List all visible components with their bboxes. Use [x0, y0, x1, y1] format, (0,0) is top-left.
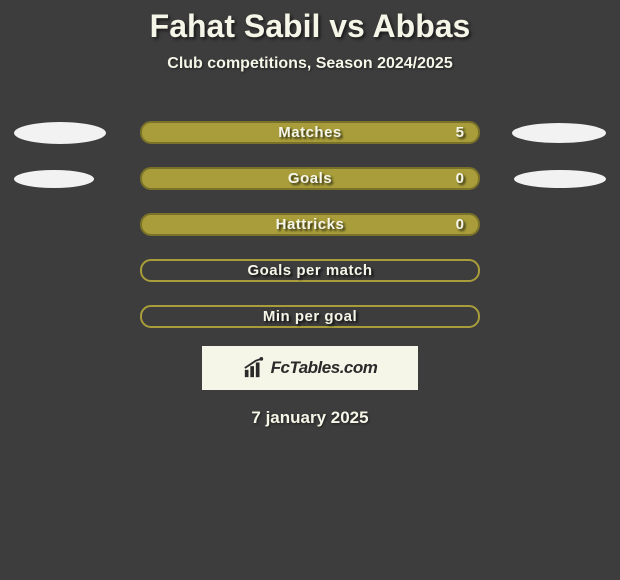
chart-icon: [243, 357, 265, 379]
stat-row: Matches 5: [0, 121, 620, 144]
stat-label: Matches: [278, 124, 342, 141]
stat-value: 0: [456, 216, 464, 233]
stat-bar: Min per goal: [140, 305, 480, 328]
stats-area: Matches 5 Goals 0 Hattricks 0 Goals per match M…: [0, 121, 620, 328]
left-value-ellipse: [14, 170, 94, 188]
stat-label: Hattricks: [276, 216, 345, 233]
stat-row: Goals per match: [0, 259, 620, 282]
page-subtitle: Club competitions, Season 2024/2025: [167, 55, 452, 73]
stat-row: Hattricks 0: [0, 213, 620, 236]
stat-value: 0: [456, 170, 464, 187]
stat-bar: Hattricks 0: [140, 213, 480, 236]
stat-bar: Matches 5: [140, 121, 480, 144]
page-title: Fahat Sabil vs Abbas: [150, 8, 471, 45]
date-label: 7 january 2025: [251, 408, 368, 428]
right-value-ellipse: [512, 123, 606, 143]
stat-row: Min per goal: [0, 305, 620, 328]
comparison-chart: Fahat Sabil vs Abbas Club competitions, …: [0, 0, 620, 428]
stat-row: Goals 0: [0, 167, 620, 190]
right-value-ellipse: [514, 170, 606, 188]
stat-label: Goals per match: [247, 262, 372, 279]
logo-box: FcTables.com: [202, 346, 418, 390]
stat-bar: Goals 0: [140, 167, 480, 190]
left-value-ellipse: [14, 122, 106, 144]
stat-bar: Goals per match: [140, 259, 480, 282]
logo-text: FcTables.com: [271, 358, 378, 378]
stat-label: Goals: [288, 170, 332, 187]
stat-value: 5: [456, 124, 464, 141]
stat-label: Min per goal: [263, 308, 357, 325]
